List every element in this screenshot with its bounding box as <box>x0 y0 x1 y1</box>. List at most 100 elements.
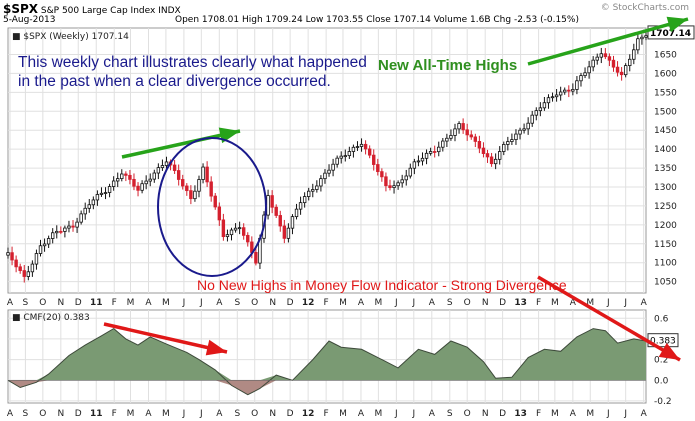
candle-body <box>607 56 612 61</box>
candle-body <box>164 161 169 166</box>
price-x-tick-label: M <box>127 298 135 308</box>
cmf-x-tick-label: J <box>199 409 203 419</box>
candle-body <box>619 71 624 76</box>
candle-body <box>156 167 161 174</box>
candle-body <box>34 253 39 265</box>
price-x-tick-label: M <box>551 298 559 308</box>
candle-body <box>193 190 197 200</box>
candle-body <box>623 65 628 76</box>
candle-body <box>290 216 295 229</box>
cmf-positive-area <box>8 328 646 381</box>
cmf-x-tick-label: M <box>551 409 559 419</box>
red-arrow-left <box>103 322 228 356</box>
candle-body <box>579 75 583 82</box>
candle-body <box>392 185 396 188</box>
cmf-x-tick-label: D <box>75 409 82 419</box>
candle-body <box>558 91 563 96</box>
price-x-tick-label: O <box>251 298 258 308</box>
price-x-tick-label: A <box>570 298 577 308</box>
axis-labels: 1050 1100 1150 1200 1250 1300 1350 1400 1450 1500… <box>7 25 695 419</box>
cmf-x-tick-label: S <box>234 409 240 419</box>
red-arrow-right <box>537 275 681 362</box>
candle-body <box>575 80 579 90</box>
cmf-x-tick-label: M <box>586 409 594 419</box>
cmf-x-tick-label: F <box>112 409 117 419</box>
candle-body <box>83 207 87 215</box>
price-y-tick-label: 1100 <box>654 259 677 269</box>
candle-body <box>469 134 473 138</box>
candle-body <box>595 56 599 61</box>
price-x-tick-label: D <box>287 298 294 308</box>
price-x-tick-label: O <box>39 298 46 308</box>
cmf-x-tick-label: J <box>394 409 398 419</box>
candle-body <box>241 227 246 236</box>
price-stats: Open 1708.01 High 1709.24 Low 1703.55 Cl… <box>175 15 579 25</box>
price-y-tick-label: 1500 <box>654 107 677 117</box>
candle-body <box>294 208 299 218</box>
candle-body <box>136 185 140 191</box>
candle-body <box>599 53 603 58</box>
new-highs-annotation: New All-Time Highs <box>378 57 518 74</box>
price-x-tick-label: A <box>7 298 14 308</box>
candle-body <box>26 271 31 277</box>
ticker-symbol: $SPX <box>3 2 39 16</box>
cmf-x-tick-label: A <box>7 409 14 419</box>
price-x-tick-label: J <box>182 298 186 308</box>
candle-body <box>567 89 571 92</box>
candle-body <box>128 174 132 180</box>
candle-body <box>465 129 469 136</box>
candle-body <box>99 192 104 195</box>
candle-body <box>416 160 421 163</box>
divergence-circle <box>157 137 267 277</box>
candle-body <box>380 171 384 178</box>
candle-body <box>209 181 213 197</box>
candle-body <box>481 147 486 154</box>
candle-body <box>67 225 71 229</box>
price-x-tick-label: D <box>75 298 82 308</box>
candle-body <box>550 96 555 99</box>
candle-body <box>319 178 323 187</box>
price-y-tick-label: 1200 <box>654 221 677 231</box>
price-x-tick-label: J <box>623 298 627 308</box>
candle-body <box>120 173 124 180</box>
cmf-last-value: 0.383 <box>650 337 676 347</box>
candle-body <box>18 266 22 271</box>
candle-body <box>538 107 543 112</box>
candle-body <box>51 232 55 239</box>
candle-body <box>10 252 14 261</box>
cmf-x-tick-label: M <box>162 409 170 419</box>
candle-body <box>485 153 490 158</box>
candle-body <box>107 186 112 193</box>
price-y-tick-label: 1400 <box>654 145 677 155</box>
price-x-tick-label: J <box>606 298 610 308</box>
cmf-y-tick-label: 0.2 <box>654 356 668 366</box>
cmf-line <box>7 327 647 396</box>
candle-body <box>335 157 339 165</box>
price-x-tick-label: 13 <box>514 298 527 308</box>
candle-body <box>420 157 425 162</box>
candle-body <box>315 185 319 190</box>
price-x-tick-label: S <box>447 298 453 308</box>
exchange-label: INDX <box>158 6 181 16</box>
candle-body <box>542 102 547 109</box>
candle-body <box>432 151 437 153</box>
candle-body <box>351 146 356 152</box>
candle-body <box>286 227 291 239</box>
price-x-tick-label: A <box>145 298 152 308</box>
candle-body <box>554 94 559 98</box>
candle-body <box>22 270 26 277</box>
candle-body <box>189 190 193 200</box>
candle-body <box>498 151 502 160</box>
candle-body <box>87 204 91 209</box>
price-x-tick-label: J <box>411 298 415 308</box>
candle-body <box>477 141 482 149</box>
candle-body <box>493 158 498 165</box>
candle-body <box>132 178 136 187</box>
price-y-tick-label: 1250 <box>654 202 677 212</box>
cmf-x-tick-label: J <box>606 409 610 419</box>
candle-body <box>514 133 518 141</box>
cmf-x-tick-label: 12 <box>302 409 315 419</box>
candle-body <box>611 59 616 68</box>
cmf-y-tick-label: 0.0 <box>654 376 669 386</box>
candle-body <box>331 163 335 171</box>
